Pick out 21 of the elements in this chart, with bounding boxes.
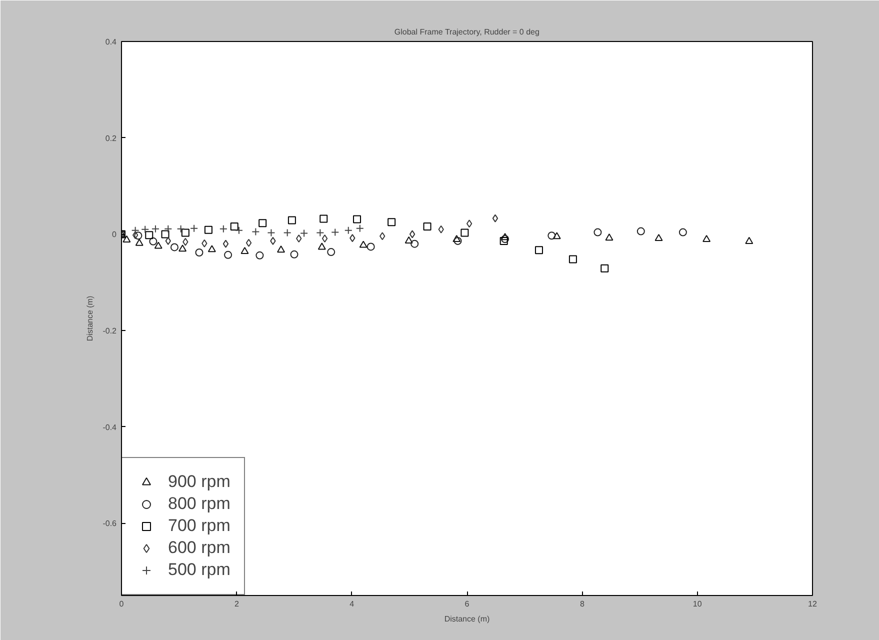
- x-tick-label: 6: [464, 600, 470, 608]
- x-tick-label: 8: [580, 600, 585, 608]
- legend-label: 800 rpm: [168, 494, 230, 514]
- x-tick-label: 4: [350, 600, 355, 608]
- y-tick-label: 0: [112, 230, 118, 240]
- x-tick-label: 2: [234, 600, 240, 608]
- x-tick-label: 10: [692, 600, 702, 608]
- legend-label: 500 rpm: [168, 560, 230, 580]
- x-tick-label: 0: [119, 600, 124, 608]
- legend-label: 700 rpm: [168, 516, 230, 536]
- y-tick-label: -0.6: [102, 519, 118, 528]
- x-axis-title: Distance (m): [444, 614, 490, 624]
- x-tick-label: 12: [808, 600, 818, 608]
- y-tick-label: -0.4: [102, 422, 118, 432]
- chart-title: Global Frame Trajectory, Rudder = 0 deg: [394, 28, 540, 36]
- y-tick-label: -0.2: [102, 326, 118, 336]
- y-tick-label: 0.2: [105, 134, 118, 143]
- y-tick-label: 0.4: [105, 38, 118, 46]
- y-axis-title: Distance (m): [86, 295, 95, 342]
- legend-label: 900 rpm: [168, 472, 230, 492]
- legend-label: 600 rpm: [168, 538, 230, 558]
